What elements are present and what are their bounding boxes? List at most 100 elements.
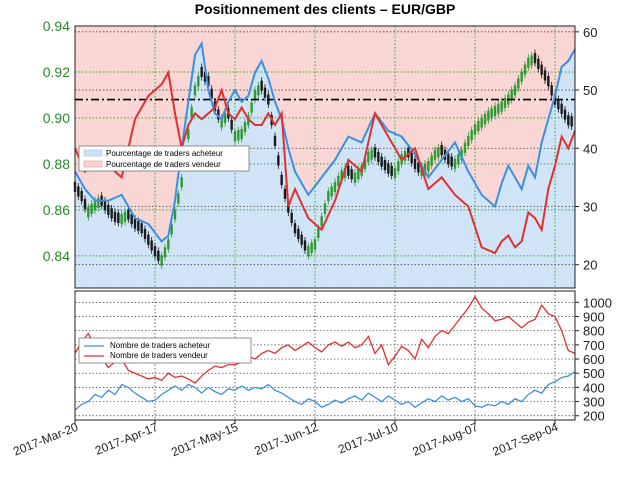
price-candle — [397, 161, 400, 172]
price-candle — [533, 53, 537, 64]
price-candle — [517, 78, 520, 89]
legend-buyers-pct-swatch — [83, 149, 103, 157]
price-candle — [423, 163, 427, 174]
bottom-yright-tick-label: 700 — [583, 338, 605, 353]
price-candle — [317, 227, 320, 238]
price-candle — [537, 58, 540, 69]
price-candle — [347, 165, 350, 176]
price-candle — [320, 216, 323, 227]
price-candle — [490, 108, 493, 119]
price-candle — [463, 142, 467, 153]
yleft-tick-label: 0.94 — [43, 18, 70, 34]
legend-buyers-count-label: Nombre de traders acheteur — [110, 341, 210, 350]
yright-tick-label: 20 — [583, 258, 597, 273]
price-candle — [413, 158, 417, 169]
price-candle — [163, 247, 167, 258]
yleft-tick-label: 0.90 — [43, 110, 70, 126]
price-candle — [493, 105, 497, 117]
price-candle — [307, 246, 310, 257]
x-tick-label: 2017-Jun-12 — [252, 420, 320, 458]
price-candle — [237, 130, 240, 141]
price-candle — [313, 239, 317, 250]
price-candle — [567, 115, 570, 126]
top-plot-frame — [74, 25, 576, 289]
price-candle — [330, 186, 333, 197]
yleft-tick-label: 0.86 — [43, 202, 70, 218]
price-candle — [173, 209, 177, 220]
yright-tick-label: 30 — [583, 199, 597, 214]
price-candle — [257, 85, 260, 96]
legend-sellers-pct-label: Pourcentage de traders vendeur — [106, 160, 221, 169]
x-tick-label: 2017-Aug-07 — [411, 420, 481, 459]
price-candle — [457, 154, 460, 165]
x-tick-label: 2017-May-15 — [169, 420, 240, 460]
price-candle — [133, 218, 137, 229]
price-candle — [407, 147, 410, 158]
price-candle — [390, 165, 393, 176]
buyers-count-line — [74, 371, 576, 411]
price-candle — [197, 76, 200, 87]
price-candle — [120, 213, 123, 225]
price-candle — [160, 255, 163, 266]
top-legend: Pourcentage de traders acheteur Pourcent… — [78, 145, 250, 172]
price-candle — [277, 155, 280, 166]
price-candle — [500, 101, 503, 112]
price-candle — [83, 199, 87, 210]
price-candle — [467, 135, 470, 146]
price-candle — [230, 119, 233, 130]
price-candle — [190, 107, 193, 118]
bottom-yright-tick-label: 200 — [583, 409, 605, 424]
price-candle — [547, 76, 550, 87]
price-candle — [377, 151, 380, 163]
price-candle — [503, 97, 507, 109]
price-candle — [157, 250, 160, 261]
price-candle — [510, 89, 513, 101]
price-candle — [327, 191, 330, 202]
price-candle — [393, 168, 397, 179]
price-candle — [550, 85, 553, 96]
price-candle — [453, 158, 457, 169]
price-candle — [363, 158, 367, 169]
price-candle — [527, 57, 530, 68]
price-candle — [410, 153, 413, 164]
price-candle — [297, 228, 300, 240]
price-candle — [437, 147, 440, 158]
price-candle — [140, 223, 143, 234]
price-candle — [563, 109, 567, 120]
price-candle — [103, 200, 107, 211]
price-candle — [200, 66, 203, 78]
price-candle — [250, 102, 253, 113]
price-candle — [477, 120, 480, 132]
sellers-count-line — [74, 295, 576, 384]
price-candle — [333, 181, 337, 192]
price-candle — [367, 151, 370, 163]
price-candle — [480, 117, 483, 128]
bottom-yright-tick-label: 900 — [583, 310, 605, 325]
sellers-pct-line — [74, 69, 576, 255]
price-candle — [427, 161, 430, 172]
price-candle — [113, 211, 117, 222]
price-candle — [570, 116, 573, 127]
price-candle — [520, 71, 523, 82]
price-candle — [523, 64, 527, 75]
price-candle — [117, 212, 120, 223]
bottom-yright-tick-label: 400 — [583, 380, 605, 395]
price-candle — [280, 174, 283, 186]
price-candle — [473, 124, 477, 135]
price-candle — [147, 234, 150, 245]
price-candle — [93, 200, 97, 211]
price-candle — [123, 211, 127, 222]
yright-tick-label: 50 — [583, 83, 597, 98]
price-candle — [130, 213, 133, 225]
price-candle — [273, 135, 277, 146]
x-tick-label: 2017-Jul-10 — [336, 420, 400, 457]
price-candle — [353, 172, 357, 183]
price-candle — [287, 202, 290, 213]
price-candle — [497, 103, 500, 114]
price-candle — [530, 55, 533, 66]
bottom-yright-tick-label: 1000 — [583, 295, 612, 310]
price-candle — [233, 131, 237, 142]
price-candle — [430, 155, 433, 166]
price-candle — [207, 76, 210, 87]
